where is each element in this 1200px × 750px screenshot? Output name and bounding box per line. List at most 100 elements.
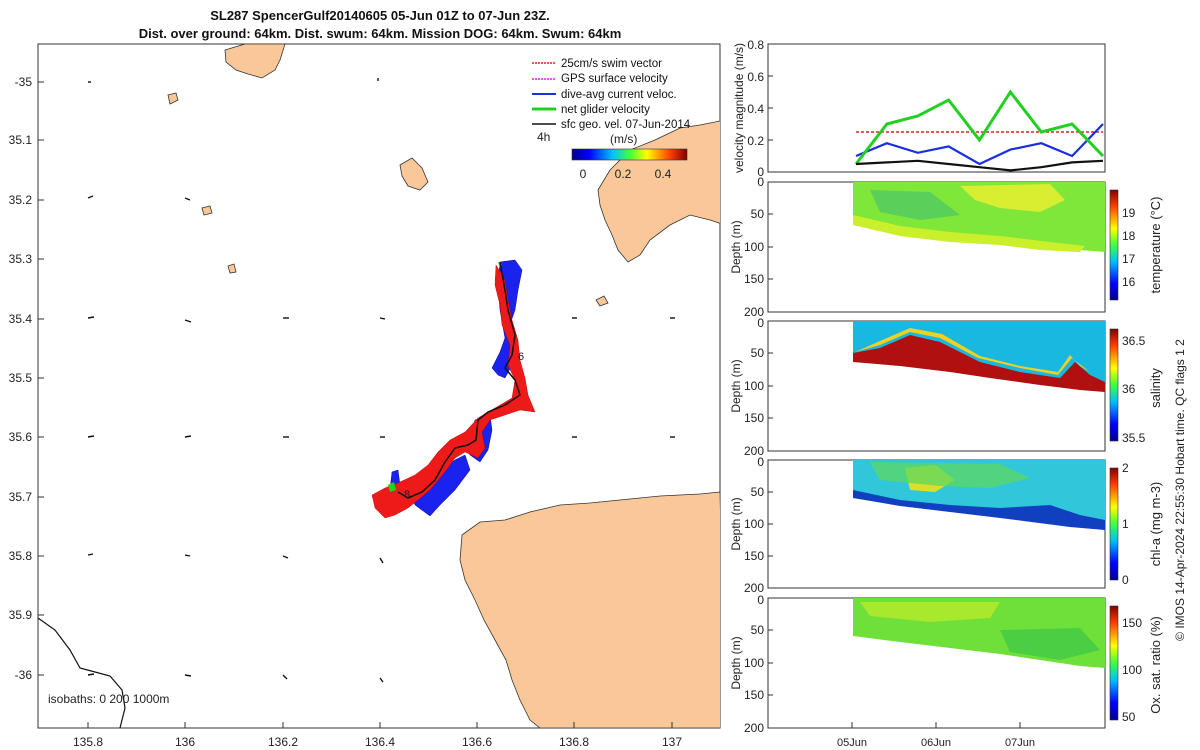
land-island-north (224, 44, 286, 79)
velocity-series-line (855, 159, 1104, 172)
depth-tick: 50 (751, 207, 765, 221)
temperature-section-cool (870, 190, 960, 220)
depth-tick: 50 (751, 623, 765, 637)
map-ytick-label: 35.3 (9, 252, 33, 266)
oxygen-cb-tick: 50 (1122, 710, 1136, 724)
salinity-cb-label: salinity (1148, 368, 1163, 408)
time-tick: 07Jun (1005, 737, 1035, 749)
chla-cb-tick: 2 (1122, 461, 1129, 475)
salinity-cb-tick: 36.5 (1122, 334, 1146, 348)
legend-item: net glider velocity (561, 104, 650, 116)
colorbar-tick: 0 (580, 167, 587, 181)
legend-item: 25cm/s swim vector (561, 58, 662, 70)
depth-tick: 0 (757, 455, 764, 469)
temperature-colorbar (1109, 189, 1119, 301)
isobaths-label: isobaths: 0 200 1000m (48, 692, 169, 706)
velocity-ytick: 0.6 (747, 70, 764, 84)
depth-tick: 100 (744, 656, 764, 670)
map-xtick-label: 136.8 (559, 735, 589, 749)
legend-item: GPS surface velocity (561, 73, 668, 85)
chla-cb-tick: 0 (1122, 573, 1129, 587)
map-ytick-label: 35.1 (9, 133, 33, 147)
velocity-series-line (854, 89, 1105, 165)
map-yticks (38, 81, 44, 676)
depth-tick: 200 (744, 444, 764, 458)
depth-tick: 50 (751, 485, 765, 499)
depth-tick: 0 (757, 316, 764, 330)
velocity-series-line (855, 123, 1104, 166)
salinity-colorbar (1109, 328, 1119, 442)
track-label-8: 8 (404, 489, 410, 501)
depth-tick: 200 (744, 581, 764, 595)
title-line-2: Dist. over ground: 64km. Dist. swum: 64k… (138, 26, 622, 41)
map-ytick-label: -36 (15, 668, 33, 682)
map-xtick-label: 136.6 (462, 735, 492, 749)
oxygen-colorbar (1109, 605, 1119, 721)
velocity-ytick: 0.4 (747, 102, 764, 116)
salinity-section-high (853, 335, 1105, 392)
map-ytick-label: 35.9 (9, 608, 33, 622)
chla-section-low (853, 490, 1105, 530)
oxygen-section-high (860, 602, 1000, 622)
velocity-series (854, 89, 1105, 172)
velocity-ytick: 0.2 (747, 134, 764, 148)
time-tick: 06Jun (921, 737, 951, 749)
depth-tick: 200 (744, 305, 764, 319)
depth-ylabel: Depth (m) (729, 359, 743, 412)
land-island-mid (399, 157, 429, 191)
chla-section-mid (870, 462, 1030, 488)
temperature-cb-tick: 18 (1122, 229, 1136, 243)
time-ticks (851, 722, 1021, 728)
map-ytick-label: 35.6 (9, 430, 33, 444)
land-island-west (167, 92, 179, 105)
map-ytick-label: -35 (15, 75, 33, 89)
title-line-1: SL287 SpencerGulf20140605 05-Jun 01Z to … (210, 8, 550, 23)
velocity-frame (767, 43, 1106, 173)
oxygen-cb-tick: 100 (1122, 663, 1142, 677)
land-island-small-1 (201, 205, 213, 216)
salinity-cb-tick: 35.5 (1122, 431, 1146, 445)
footer-credit: © IMOS 14-Apr-2024 22:55:30 Hobart time.… (1173, 339, 1187, 641)
chla-panel (767, 459, 1106, 589)
map-xtick-label: 137 (662, 735, 682, 749)
land-island-small-2 (227, 263, 237, 274)
depth-tick: 150 (744, 688, 764, 702)
salinity-panel (767, 320, 1106, 452)
temperature-cb-label: temperature (°C) (1148, 197, 1163, 294)
depth-ylabel: Depth (m) (729, 497, 743, 550)
map-legend: 25cm/s swim vector GPS surface velocity … (532, 58, 691, 181)
temperature-panel (767, 181, 1106, 313)
depth-ylabel: Depth (m) (729, 636, 743, 689)
oxygen-section-low (1000, 628, 1100, 660)
map-ytick-label: 35.8 (9, 549, 33, 563)
land-island-small-3 (595, 295, 609, 307)
depth-tick: 150 (744, 549, 764, 563)
map-ytick-label: 35.7 (9, 490, 33, 504)
colorbar-tick: 0.4 (655, 167, 672, 181)
chla-colorbar (1109, 467, 1119, 581)
map-xticks (87, 722, 673, 728)
colorbar-tick: 0.2 (615, 167, 632, 181)
velocity-ylabel: velocity magnitude (m/s) (732, 43, 746, 173)
velocity-ytick: 0.8 (747, 38, 764, 52)
depth-tick: 100 (744, 379, 764, 393)
depth-tick: 150 (744, 411, 764, 425)
depth-tick: 100 (744, 517, 764, 531)
legend-item: dive-avg current veloc. (561, 89, 677, 101)
depth-tick: 150 (744, 272, 764, 286)
depth-tick: 50 (751, 346, 765, 360)
map-ytick-label: 35.5 (9, 371, 33, 385)
map-xtick-label: 135.8 (73, 735, 103, 749)
oxygen-cb-label: Ox. sat. ratio (%) (1148, 616, 1163, 714)
time-tick: 05Jun (837, 737, 867, 749)
land-southwest-tip (38, 617, 126, 728)
colorbar-unit: (m/s) (610, 132, 637, 146)
depth-ticks (768, 181, 773, 729)
time-tag: 4h (537, 130, 550, 144)
map-xtick-label: 136.2 (268, 735, 298, 749)
temperature-cb-tick: 19 (1122, 206, 1136, 220)
depth-tick: 200 (744, 721, 764, 735)
chla-cb-label: chl-a (mg m-3) (1148, 482, 1163, 567)
map-xtick-label: 136.4 (365, 735, 395, 749)
